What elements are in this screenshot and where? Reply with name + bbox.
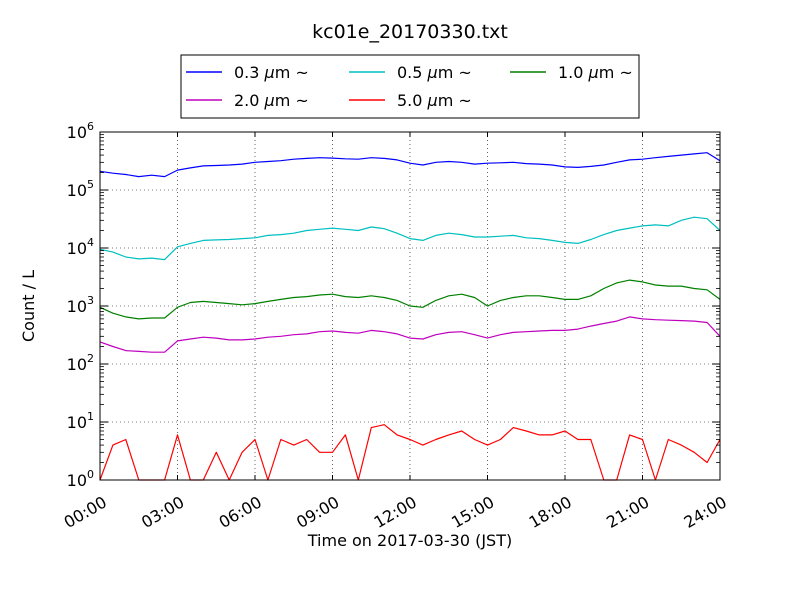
legend-entries: 0.3 μm ~ 0.5 μm ~ 1.0 μm ~ 2.0 μm ~ 5.0 μm ~ [186, 63, 633, 110]
y-axis-label: Count / L [19, 270, 38, 342]
legend-entry-0-5um: 0.5 μm ~ [349, 63, 472, 82]
x-tick-label: 06:00 [216, 492, 265, 532]
legend-label: 0.3 μm ~ [234, 63, 309, 82]
legend-entry-2-0um: 2.0 μm ~ [186, 91, 309, 110]
legend-box [180, 54, 640, 119]
series-line-0-3um [99, 152, 721, 178]
x-tick-label: 24:00 [681, 492, 730, 532]
series-line-2-0um [99, 316, 721, 353]
y-tick-label: 102 [67, 352, 94, 374]
legend-label: 1.0 μm ~ [558, 63, 633, 82]
x-tick-label: 03:00 [138, 492, 187, 532]
x-tick-label: 21:00 [603, 492, 652, 532]
ticks: 00:00 03:00 06:00 09:00 12:00 15:00 18:00 21:00… [61, 120, 730, 532]
y-tick-label: 104 [67, 236, 94, 258]
x-tick-label: 18:00 [526, 492, 575, 532]
legend-entry-5-0um: 5.0 μm ~ [349, 91, 472, 110]
grid [100, 132, 720, 480]
x-tick-label: 00:00 [61, 492, 110, 532]
x-tick-label: 15:00 [448, 492, 497, 532]
series-line-1-0um [99, 279, 721, 320]
y-tick-label: 101 [67, 410, 94, 432]
x-axis-label: Time on 2017-03-30 (JST) [307, 531, 512, 550]
x-tick-label: 09:00 [293, 492, 342, 532]
y-tick-label: 100 [67, 468, 94, 490]
legend-entry-0-3um: 0.3 μm ~ [186, 63, 309, 82]
legend-entry-1-0um: 1.0 μm ~ [510, 63, 633, 82]
chart-title: kc01e_20170330.txt [312, 21, 508, 43]
series-line-0-5um [99, 216, 721, 261]
x-tick-label: 12:00 [371, 492, 420, 532]
legend-label: 5.0 μm ~ [397, 91, 472, 110]
legend-label: 2.0 μm ~ [234, 91, 309, 110]
legend-label: 0.5 μm ~ [397, 63, 472, 82]
legend: 0.3 μm ~ 0.5 μm ~ 1.0 μm ~ 2.0 μm ~ 5.0 μm ~ [180, 54, 640, 119]
y-tick-label: 103 [67, 294, 94, 316]
y-tick-label: 106 [67, 120, 94, 142]
y-tick-label: 105 [67, 178, 94, 200]
